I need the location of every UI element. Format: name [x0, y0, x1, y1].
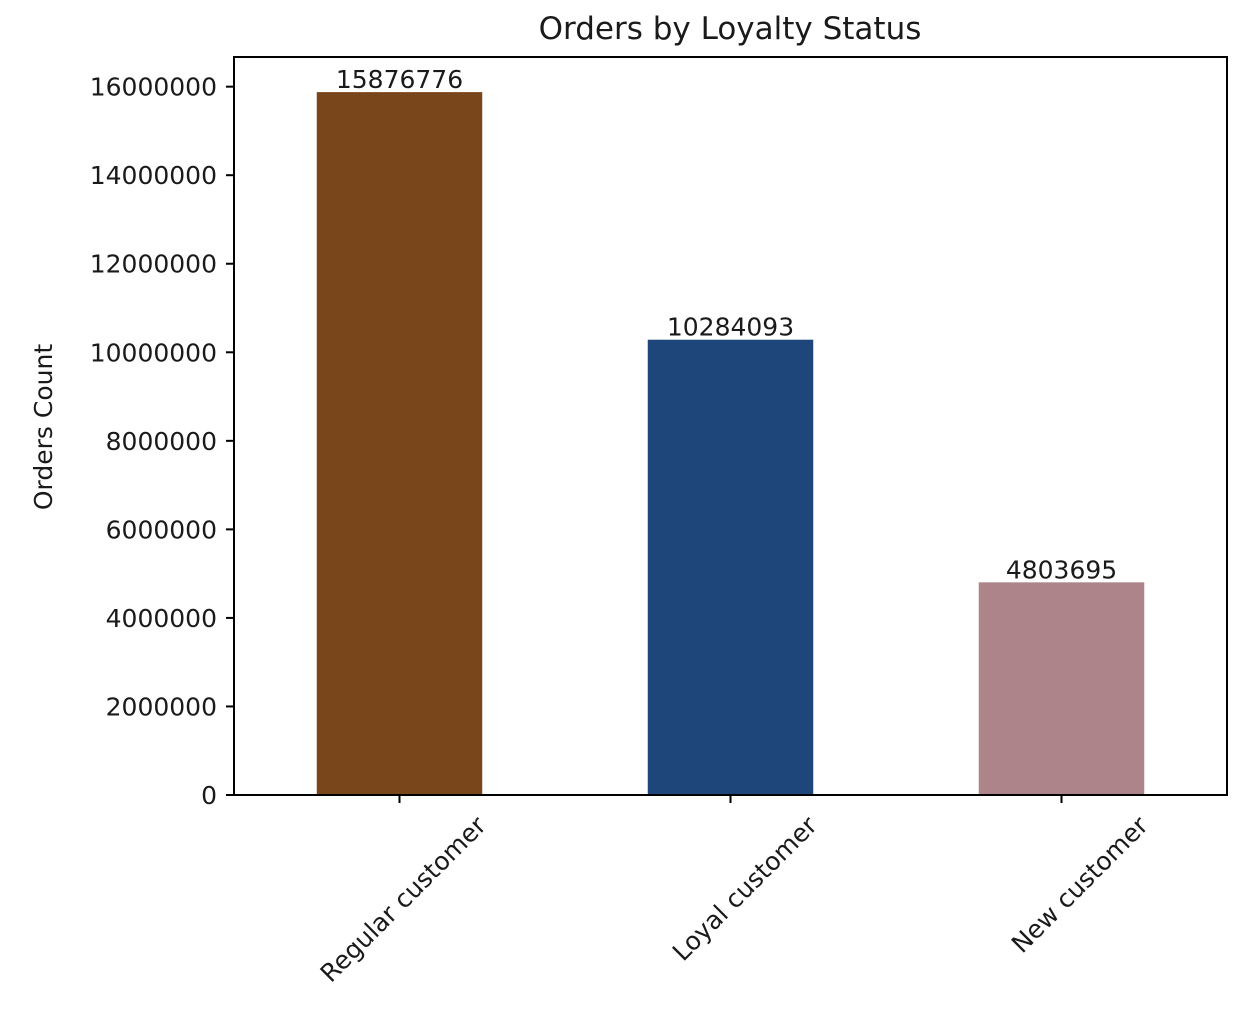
bar-loyal-customer: [647, 339, 814, 795]
plot-area-frame: [233, 56, 1228, 796]
bar-regular-customer: [316, 92, 483, 795]
bar-new-customer: [978, 582, 1145, 795]
x-tick-label-regular-customer: Regular customer: [315, 810, 493, 988]
chart-title: Orders by Loyalty Status: [539, 11, 922, 47]
data-label-new-customer: 4803695: [1006, 555, 1117, 584]
y-tick-label: 6000000: [106, 515, 217, 544]
y-tick-label: 0: [201, 781, 217, 810]
y-axis-label: Orders Count: [29, 344, 58, 510]
y-tick-label: 2000000: [106, 692, 217, 721]
x-tick-label-loyal-customer: Loyal customer: [667, 810, 823, 966]
bar-series: [316, 92, 1145, 795]
y-tick-label: 12000000: [90, 250, 217, 279]
y-tick-label: 16000000: [90, 73, 217, 102]
data-labels: 15876776 10284093 4803695: [336, 65, 1117, 584]
data-label-loyal-customer: 10284093: [667, 313, 794, 342]
y-tick-label: 8000000: [106, 427, 217, 456]
data-label-regular-customer: 15876776: [336, 65, 463, 94]
x-tick-label-new-customer: New customer: [1006, 810, 1154, 958]
y-tick-label: 10000000: [90, 338, 217, 367]
y-tick-label: 14000000: [90, 161, 217, 190]
y-axis-ticks: 0 2000000 4000000 6000000 8000000 10000000 120…: [90, 73, 234, 810]
x-axis-ticks: Regular customer Loyal customer New custom…: [315, 795, 1154, 988]
y-tick-label: 4000000: [106, 604, 217, 633]
